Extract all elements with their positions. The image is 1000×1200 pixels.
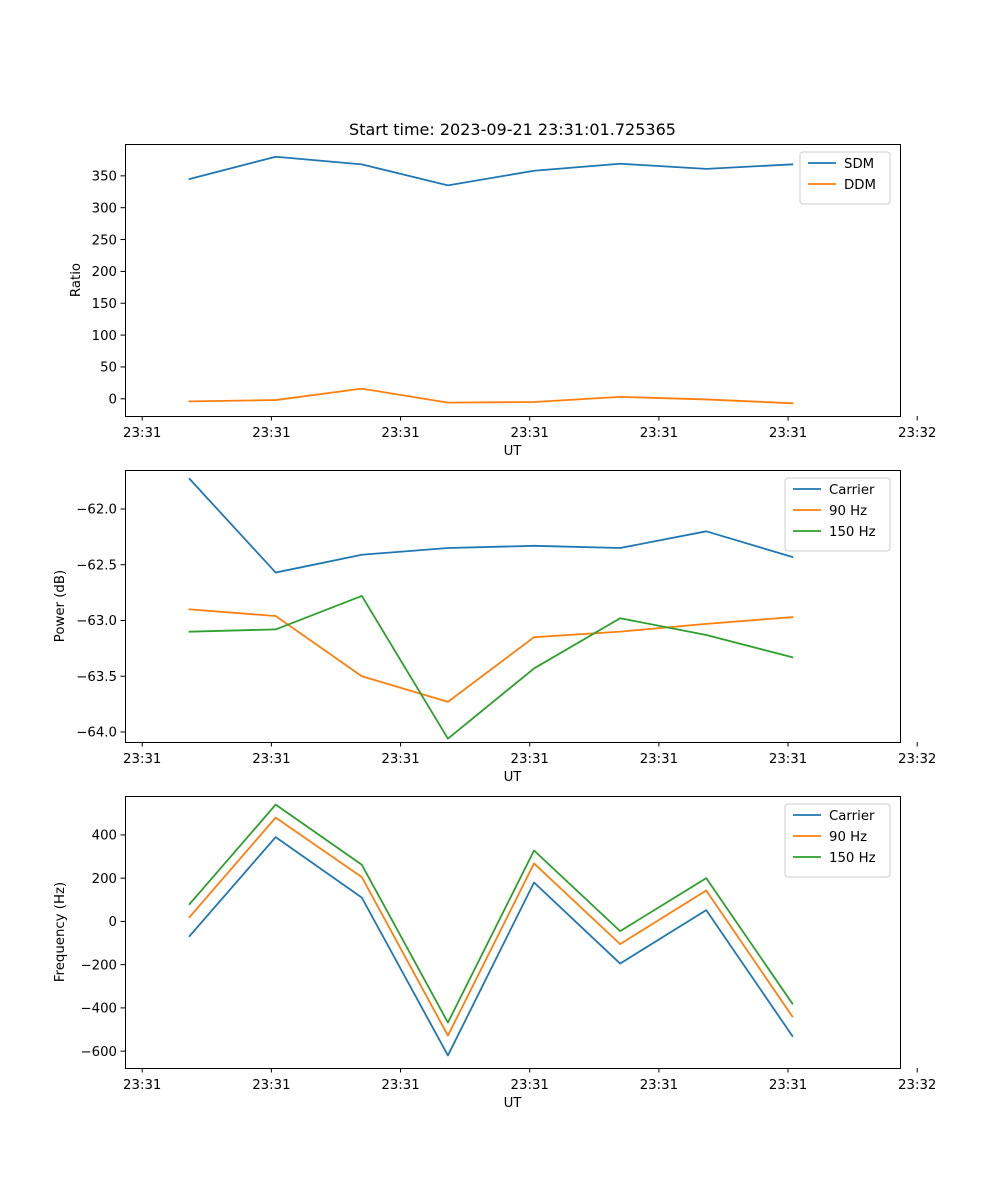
y-tick-label: −62.5 — [76, 558, 117, 573]
subplot-3: 23:31 23:31 23:31 23:31 23:31 23:31 23:32 −600 −… — [53, 796, 936, 1111]
y-tick-label: 300 — [92, 201, 117, 216]
y-tick-label: −62.0 — [76, 503, 117, 518]
chart-title: Start time: 2023-09-21 23:31:01.725365 — [349, 120, 676, 139]
y-tick-label: 100 — [92, 329, 117, 344]
y-tick-label: −63.5 — [76, 670, 117, 685]
x-tick-label: 23:32 — [898, 1078, 936, 1093]
x-axis-label: UT — [504, 770, 523, 785]
y-tick-label: −400 — [80, 1002, 117, 1017]
legend-label: SDM — [844, 157, 874, 172]
subplot-1: 23:31 23:31 23:31 23:31 23:31 23:31 23:32 0 50 10… — [69, 120, 936, 459]
x-tick-label: 23:31 — [381, 752, 419, 767]
x-tick-label: 23:31 — [511, 426, 549, 441]
legend-label: Carrier — [829, 809, 875, 824]
x-tick-label: 23:32 — [898, 752, 936, 767]
legend-label: Carrier — [829, 483, 875, 498]
y-axis-label: Ratio — [69, 263, 84, 297]
x-tick-label: 23:31 — [511, 1078, 549, 1093]
axes-frame — [125, 796, 901, 1069]
x-tick-label: 23:31 — [769, 1078, 807, 1093]
series-line-150-hz — [188, 595, 794, 740]
x-tick-label: 23:31 — [252, 426, 290, 441]
x-tick-label: 23:31 — [381, 426, 419, 441]
x-tick-label: 23:31 — [123, 1078, 161, 1093]
y-tick-label: 0 — [109, 393, 117, 408]
legend: Carrier 90 Hz 150 Hz — [784, 477, 891, 552]
x-tick-label: 23:31 — [381, 1078, 419, 1093]
x-tick-label: 23:31 — [769, 752, 807, 767]
x-tick-label: 23:31 — [252, 1078, 290, 1093]
legend-frame — [799, 151, 891, 205]
x-tick-label: 23:31 — [640, 426, 678, 441]
x-tick-label: 23:31 — [123, 426, 161, 441]
legend-label: 150 Hz — [829, 851, 876, 866]
y-tick-label: −200 — [80, 958, 117, 973]
series-line-carrier — [188, 477, 794, 574]
series-line-sdm — [188, 155, 794, 187]
legend-label: DDM — [844, 178, 876, 193]
series-line-ddm — [188, 387, 794, 405]
y-tick-label: 250 — [92, 233, 117, 248]
series-line-150-hz — [188, 803, 794, 1024]
y-tick-label: 400 — [92, 829, 117, 844]
series-line-90-hz — [188, 608, 794, 703]
axes-frame — [125, 144, 901, 417]
legend-label: 90 Hz — [829, 830, 867, 845]
legend: Carrier 90 Hz 150 Hz — [784, 803, 891, 878]
legend-frame — [784, 477, 891, 552]
x-tick-label: 23:31 — [511, 752, 549, 767]
y-tick-label: −64.0 — [76, 726, 117, 741]
series-line-carrier — [188, 836, 794, 1057]
x-tick-label: 23:31 — [123, 752, 161, 767]
x-tick-label: 23:31 — [252, 752, 290, 767]
y-tick-label: 200 — [92, 872, 117, 887]
x-tick-label: 23:32 — [898, 426, 936, 441]
x-tick-label: 23:31 — [769, 426, 807, 441]
legend: SDM DDM — [799, 151, 891, 205]
x-axis-label: UT — [504, 444, 523, 459]
y-tick-label: 200 — [92, 265, 117, 280]
y-tick-label: −600 — [80, 1045, 117, 1060]
y-tick-label: 150 — [92, 297, 117, 312]
y-tick-label: −63.0 — [76, 614, 117, 629]
y-tick-label: 350 — [92, 170, 117, 185]
y-axis-label: Frequency (Hz) — [53, 882, 68, 982]
legend-label: 150 Hz — [829, 525, 876, 540]
axes-frame — [125, 470, 901, 743]
subplot-2: 23:31 23:31 23:31 23:31 23:31 23:31 23:32 −64.0… — [53, 470, 936, 785]
x-tick-label: 23:31 — [640, 752, 678, 767]
legend-frame — [784, 803, 891, 878]
x-axis-label: UT — [504, 1096, 523, 1111]
y-axis-label: Power (dB) — [53, 570, 68, 642]
x-tick-label: 23:31 — [640, 1078, 678, 1093]
series-line-90-hz — [188, 816, 794, 1037]
y-tick-label: 0 — [109, 915, 117, 930]
y-tick-label: 50 — [100, 361, 117, 376]
legend-label: 90 Hz — [829, 504, 867, 519]
